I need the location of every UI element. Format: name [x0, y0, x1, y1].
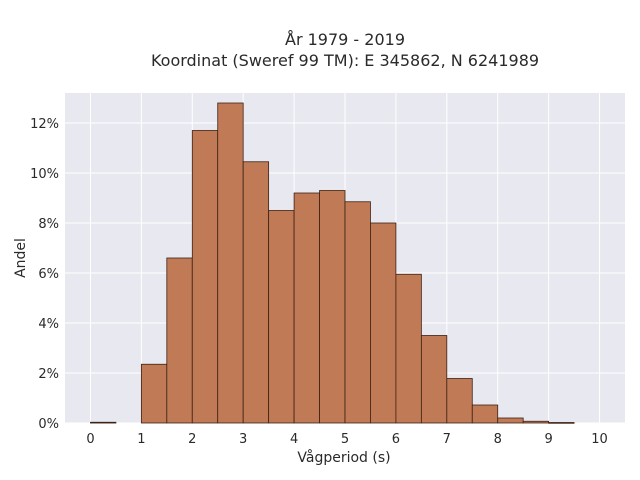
- chart-title-line1: År 1979 - 2019: [285, 30, 405, 49]
- bar-layer: [90, 102, 575, 424]
- histogram-bar: [548, 422, 575, 424]
- histogram-bar: [446, 378, 473, 424]
- x-tick-label: 6: [392, 432, 400, 447]
- y-tick-label: 10%: [30, 167, 59, 182]
- histogram-bar: [268, 210, 295, 424]
- histogram-bar: [319, 190, 346, 424]
- x-axis-ticks: 0 1 2 3 4 5 6 7 8 9 10: [86, 432, 608, 447]
- chart-title-line2: Koordinat (Sweref 99 TM): E 345862, N 62…: [151, 51, 539, 70]
- histogram-bar: [395, 273, 422, 424]
- histogram-bar: [293, 192, 320, 424]
- x-tick-label: 0: [86, 432, 94, 447]
- y-tick-label: 2%: [38, 367, 59, 382]
- histogram-bar: [166, 257, 193, 424]
- y-tick-label: 4%: [38, 317, 59, 332]
- x-tick-label: 4: [290, 432, 298, 447]
- histogram-bar: [370, 222, 397, 424]
- histogram-bar: [522, 420, 550, 424]
- x-tick-label: 8: [494, 432, 502, 447]
- x-tick-label: 1: [137, 432, 145, 447]
- histogram-bar: [471, 404, 499, 424]
- histogram-bar: [497, 417, 524, 424]
- y-tick-label: 8%: [38, 217, 59, 232]
- x-tick-label: 7: [443, 432, 451, 447]
- y-tick-label: 6%: [38, 267, 59, 282]
- x-tick-label: 2: [188, 432, 196, 447]
- y-tick-label: 0%: [38, 417, 59, 432]
- histogram-bar: [191, 130, 219, 424]
- y-axis-label: Andel: [13, 238, 29, 278]
- x-tick-label: 5: [341, 432, 349, 447]
- histogram-bar: [242, 161, 270, 424]
- histogram-bar: [90, 421, 117, 424]
- x-axis-label: Vågperiod (s): [297, 449, 390, 466]
- y-tick-label: 12%: [30, 117, 59, 132]
- histogram-bar: [140, 363, 168, 424]
- histogram-bar: [217, 102, 244, 424]
- x-tick-label: 3: [239, 432, 247, 447]
- histogram-bar: [420, 335, 448, 424]
- y-axis-ticks: 0% 2% 4% 6% 8% 10% 12%: [30, 117, 59, 432]
- histogram-bar: [344, 201, 371, 424]
- x-tick-label: 9: [544, 432, 552, 447]
- x-tick-label: 10: [591, 432, 608, 447]
